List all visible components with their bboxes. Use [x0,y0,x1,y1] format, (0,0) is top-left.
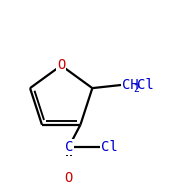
Text: Cl: Cl [101,140,118,154]
Text: C: C [65,140,73,154]
Text: 2: 2 [134,84,139,94]
Text: CH: CH [122,78,138,92]
Text: Cl: Cl [137,78,153,92]
Text: O: O [65,171,73,183]
Text: O: O [57,58,65,72]
